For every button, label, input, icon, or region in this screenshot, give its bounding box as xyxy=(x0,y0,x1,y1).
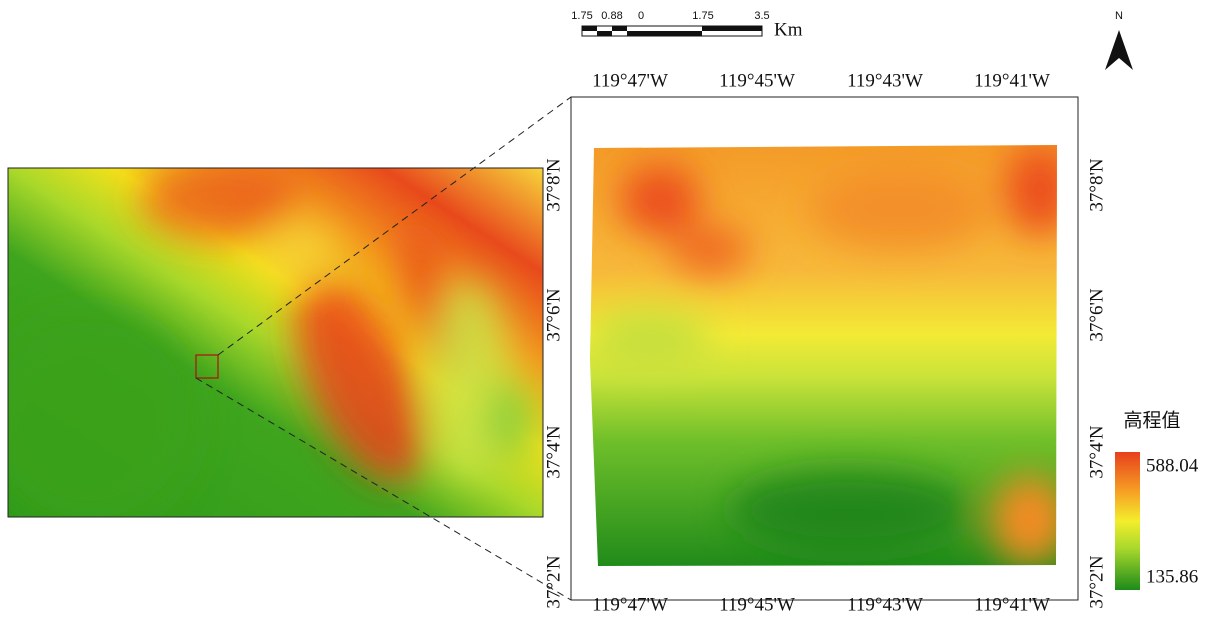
lat-label: 37°8'N xyxy=(543,158,564,212)
scale-label: 0.88 xyxy=(601,10,622,22)
lon-label: 119°45'W xyxy=(719,594,795,615)
lon-label: 119°45'W xyxy=(719,70,795,91)
scale-label: 1.75 xyxy=(571,10,592,22)
scale-label: 1.75 xyxy=(692,10,713,22)
lon-label: 119°43'W xyxy=(847,70,923,91)
map-figure: 119°47'W 119°45'W 119°43'W 119°41'W 119°… xyxy=(0,0,1211,620)
scale-unit: Km xyxy=(774,19,803,40)
north-label: N xyxy=(1115,10,1123,22)
legend-title: 高程值 xyxy=(1123,410,1180,432)
lat-label: 37°6'N xyxy=(1086,288,1107,342)
scale-label: 3.5 xyxy=(754,10,769,22)
legend-min: 135.86 xyxy=(1146,566,1198,587)
scale-bar: 1.75 0.88 0 1.75 3.5 Km xyxy=(571,10,802,40)
detail-dem xyxy=(588,143,1075,569)
lat-label: 37°6'N xyxy=(543,288,564,342)
overview-map xyxy=(0,160,543,530)
color-ramp xyxy=(1115,452,1140,590)
lon-label: 119°41'W xyxy=(974,70,1050,91)
lon-label: 119°43'W xyxy=(847,594,923,615)
lon-label: 119°47'W xyxy=(592,70,668,91)
lon-label: 119°47'W xyxy=(592,594,668,615)
lat-label: 37°2'N xyxy=(543,555,564,609)
lat-label: 37°8'N xyxy=(1086,158,1107,212)
lat-label: 37°4'N xyxy=(543,425,564,479)
scale-label: 0 xyxy=(638,10,644,22)
north-arrow: N xyxy=(1105,10,1133,70)
legend: 高程值 588.04 135.86 xyxy=(1115,410,1199,591)
legend-max: 588.04 xyxy=(1146,455,1199,476)
lat-label: 37°2'N xyxy=(1086,555,1107,609)
lat-label: 37°4'N xyxy=(1086,425,1107,479)
lon-label: 119°41'W xyxy=(974,594,1050,615)
